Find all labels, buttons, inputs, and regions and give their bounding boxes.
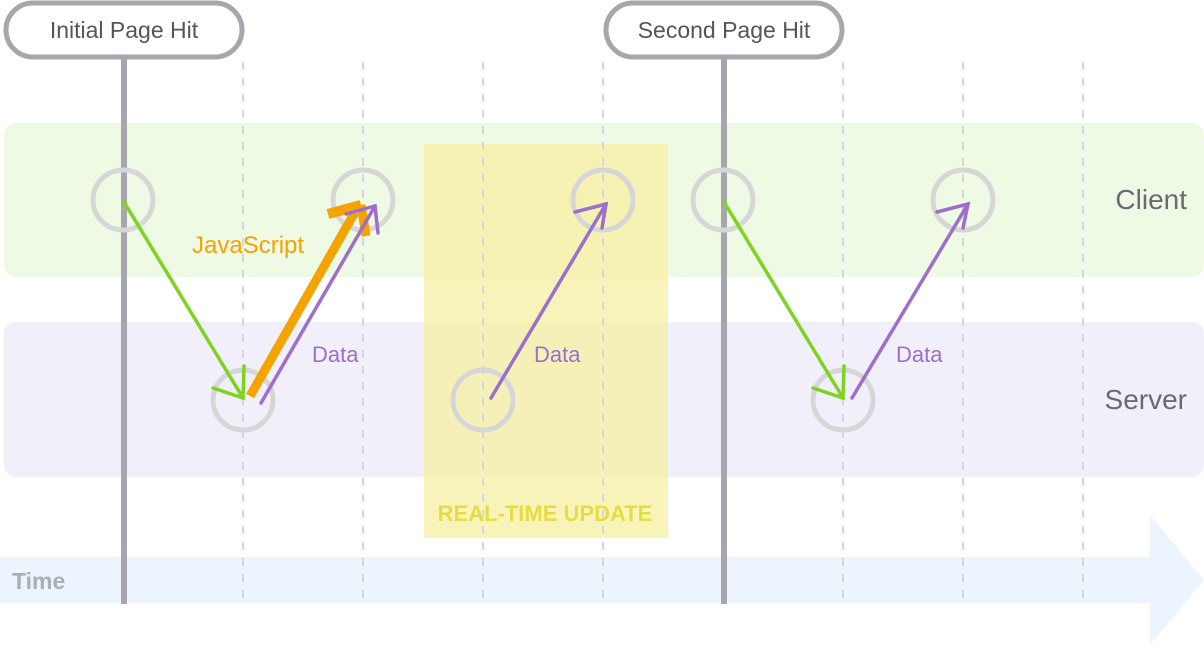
javascript-label: JavaScript (192, 232, 304, 259)
server-lane-label: Server (1105, 384, 1187, 415)
client-node (690, 167, 756, 233)
initial-hit-pill: Initial Page Hit (3, 0, 245, 60)
second-hit-pill: Second Page Hit (603, 0, 845, 60)
guide-lines (242, 62, 1084, 604)
initial-hit-label: Initial Page Hit (50, 17, 199, 43)
second-hit-label: Second Page Hit (638, 17, 811, 43)
data-label: Data (896, 342, 943, 367)
data-label: Data (534, 342, 581, 367)
client-lane-label: Client (1115, 184, 1187, 215)
realtime-label: REAL-TIME UPDATE (438, 501, 653, 526)
server-node (450, 367, 516, 433)
data-arrow (850, 201, 971, 400)
data-label: Data (312, 342, 359, 367)
realtime-box (424, 144, 668, 538)
request-arrow (122, 200, 246, 401)
client-node (570, 167, 636, 233)
time-label: Time (12, 568, 65, 594)
data-arrow (489, 201, 609, 400)
client-node (90, 167, 156, 233)
request-arrow (722, 200, 846, 401)
client-node (930, 167, 996, 233)
data-arrow (259, 203, 380, 405)
